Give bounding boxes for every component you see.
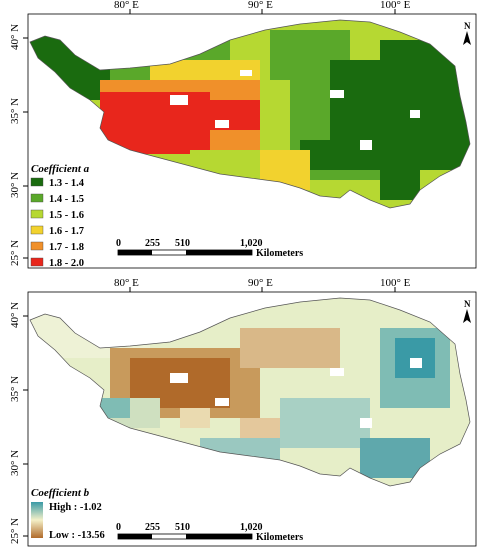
svg-text:N: N [464,21,471,31]
legend-item: 1.8 - 2.0 [30,257,84,269]
svg-text:N: N [464,299,471,309]
lon-label-80: 80° E [114,0,139,11]
latitude-ticks [23,37,28,259]
lon-label-90: 90° E [248,278,273,289]
scale-tick-1020: 1,020 [240,522,263,533]
svg-text:1.4 - 1.5: 1.4 - 1.5 [49,194,84,205]
legend-coefficient-a: Coefficient a 1.3 - 1.4 1.4 - 1.5 1.5 - … [30,163,90,269]
legend-coefficient-b: Coefficient b High : -1.02 Low : -13.56 [31,487,105,541]
scale-tick-0: 0 [116,522,121,533]
map-frame [27,13,477,269]
lat-label-40: 40° N [9,302,21,328]
lon-label-100: 100° E [380,278,411,289]
legend-title: Coefficient a [31,163,90,175]
map-b-svg: 80° E 90° E 100° E 40° N 35° N 30° N 25°… [9,277,477,547]
lon-label-80: 80° E [114,278,139,289]
scale-unit: Kilometers [256,248,303,259]
scale-bar: 0 255 510 1,020 Kilometers [116,522,303,543]
svg-text:1.7 - 1.8: 1.7 - 1.8 [49,242,84,253]
scale-tick-510: 510 [175,238,190,249]
lat-label-35: 35° N [9,98,21,124]
plateau-outline [29,19,471,209]
svg-text:1.8 - 2.0: 1.8 - 2.0 [49,258,84,269]
scale-tick-255: 255 [145,238,160,249]
scale-tick-255: 255 [145,522,160,533]
legend-low-label: Low : -13.56 [49,530,105,541]
lat-label-25: 25° N [9,518,21,544]
lat-label-30: 30° N [9,172,21,198]
north-arrow-icon: N [463,21,471,45]
lat-label-35: 35° N [9,376,21,402]
map-a-svg: 80° E 90° E 100° E 40° N 35° N 30° N 25°… [9,0,477,269]
plateau-outline [29,297,471,487]
lat-label-40: 40° N [9,24,21,50]
lon-label-90: 90° E [248,0,273,11]
legend-color-ramp [31,502,43,538]
svg-text:1.6 - 1.7: 1.6 - 1.7 [49,226,84,237]
longitude-ticks [129,9,396,14]
lon-label-100: 100° E [380,0,411,11]
legend-item: 1.4 - 1.5 [30,193,84,205]
legend-item: 1.5 - 1.6 [30,209,84,221]
legend-high-label: High : -1.02 [49,502,102,513]
scale-tick-0: 0 [116,238,121,249]
map-panel-coefficient-a: 80° E 90° E 100° E 40° N 35° N 30° N 25°… [0,0,494,272]
map-panel-coefficient-b: 80° E 90° E 100° E 40° N 35° N 30° N 25°… [0,277,494,550]
legend-item: 1.3 - 1.4 [30,177,85,189]
scale-bar: 0 255 510 1,020 Kilometers [116,238,303,259]
scale-tick-1020: 1,020 [240,238,263,249]
legend-item: 1.6 - 1.7 [30,225,84,237]
latitude-ticks [23,315,28,537]
longitude-ticks [129,287,396,292]
svg-text:1.5 - 1.6: 1.5 - 1.6 [49,210,84,221]
legend-title: Coefficient b [31,487,90,499]
lat-label-30: 30° N [9,450,21,476]
lat-label-25: 25° N [9,240,21,266]
legend-item: 1.7 - 1.8 [30,241,84,253]
map-frame [27,291,477,547]
scale-unit: Kilometers [256,532,303,543]
svg-text:1.3 - 1.4: 1.3 - 1.4 [49,178,85,189]
north-arrow-icon: N [463,299,471,323]
scale-tick-510: 510 [175,522,190,533]
